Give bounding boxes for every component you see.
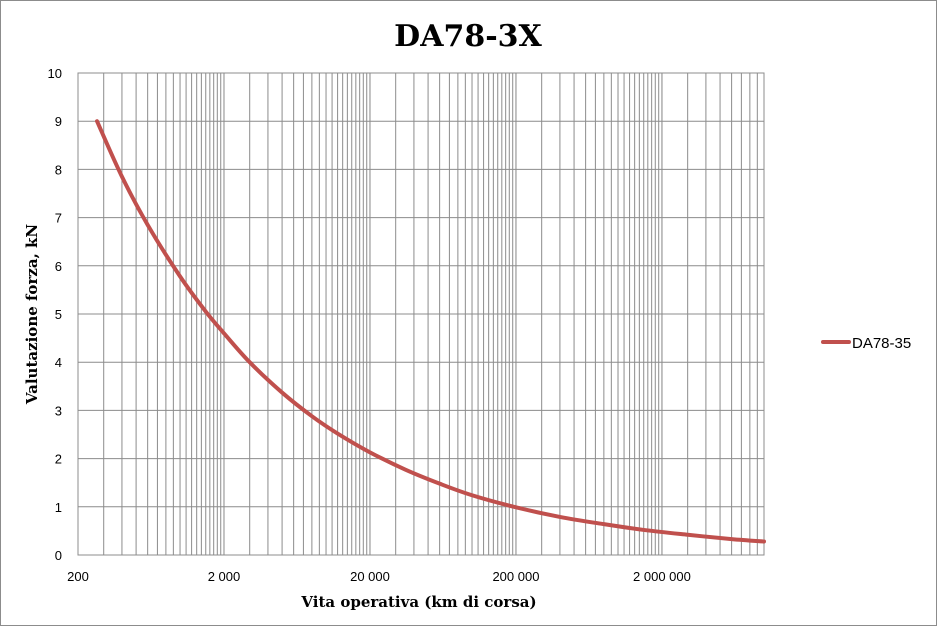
x-tick-label-0: 200 [67,569,89,584]
y-tick-label-4: 4 [55,355,62,370]
y-tick-label-7: 7 [55,211,62,226]
chart-title: DA78-3X [394,19,542,54]
y-axis-title: Valutazione forza, kN [23,224,41,406]
legend: DA78-35 [821,335,911,352]
y-tick-label-5: 5 [55,307,62,322]
x-tick-label-4: 2 000 000 [633,569,691,584]
y-tick-label-1: 1 [55,500,62,515]
legend-label: DA78-35 [852,335,911,352]
y-tick-label-6: 6 [55,259,62,274]
series-layer [95,119,766,544]
plot-area [77,72,765,556]
y-tick-label-8: 8 [55,162,62,177]
x-tick-label-2: 20 000 [350,569,390,584]
y-tick-label-0: 0 [55,548,62,563]
x-tick-label-1: 2 000 [208,569,241,584]
y-tick-label-2: 2 [55,452,62,467]
series-line-0 [95,119,766,544]
grid [77,72,765,556]
y-tick-label-10: 10 [48,66,62,81]
x-tick-label-3: 200 000 [492,569,539,584]
x-axis-ticks: 200 2 000 20 000 200 000 2 000 000 [67,569,691,584]
y-axis-ticks: 0 1 2 3 4 5 6 7 8 9 10 [48,66,62,563]
y-tick-label-3: 3 [55,403,62,418]
y-tick-label-9: 9 [55,114,62,129]
x-axis-title: Vita operativa (km di corsa) [300,593,536,611]
